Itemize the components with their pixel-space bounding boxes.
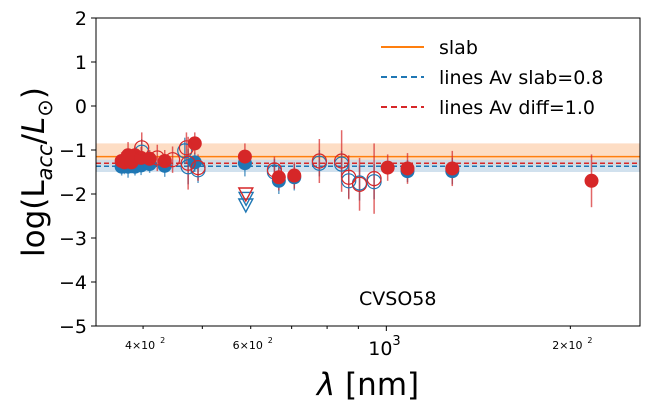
marker-open-1-6 xyxy=(266,162,283,178)
bands-layer xyxy=(96,143,640,172)
marker-filled-1-10 xyxy=(271,170,286,185)
markers-layer xyxy=(114,136,599,214)
marker-open-1-0 xyxy=(134,140,150,156)
marker-open-1-3 xyxy=(178,140,195,156)
plot-frame xyxy=(95,17,641,327)
marker-filled-1-9 xyxy=(237,149,252,164)
legend-label-1: lines Av slab=0.8 xyxy=(439,67,603,89)
x-minor-tick-label-2: 2×10 xyxy=(552,339,582,352)
x-major-tick-label-0: 10 xyxy=(368,338,392,360)
marker-filled-1-14 xyxy=(445,161,460,176)
marker-filled-1-8 xyxy=(187,136,202,151)
x-axis-label-unit: [nm] xyxy=(335,367,419,403)
y-axis-label: log(Lacc/L⊙) xyxy=(16,87,57,257)
upper-limit-0-1 xyxy=(237,191,255,207)
marker-open-1-8 xyxy=(334,153,350,169)
marker-open-0-2 xyxy=(180,159,196,175)
marker-open-1-10 xyxy=(351,176,368,192)
y-tick-label-2: 0 xyxy=(75,96,87,118)
y-axis-ticks: 2 1 0 −1 −2 −3 −4 −5 xyxy=(59,8,96,338)
annotation-label: CVSO58 xyxy=(359,288,436,310)
marker-open-1-5 xyxy=(190,160,206,176)
y-tick-label-6: −4 xyxy=(59,272,87,294)
upper-limit-0-0 xyxy=(237,198,254,214)
x-axis-label: λ [nm] xyxy=(315,367,419,403)
y-tick-label-0: 2 xyxy=(75,8,87,30)
marker-open-0-6 xyxy=(334,156,350,172)
upper-limit-1-0 xyxy=(237,187,254,203)
marker-open-1-11 xyxy=(366,171,382,187)
legend: slab lines Av slab=0.8 lines Av diff=1.0 xyxy=(381,37,603,119)
x-axis-label-symbol: λ xyxy=(315,367,335,403)
marker-filled-1-6 xyxy=(142,151,157,166)
x-minor-tick-exp-1: 2 xyxy=(268,336,273,345)
marker-open-1-9 xyxy=(341,169,357,185)
marker-filled-1-13 xyxy=(400,161,415,176)
x-minor-tick-label-0: 4×10 xyxy=(125,339,155,352)
marker-filled-1-11 xyxy=(287,168,302,183)
x-minor-tick-label-1: 6×10 xyxy=(233,339,263,352)
y-tick-label-1: 1 xyxy=(75,52,87,74)
y-tick-label-4: −2 xyxy=(59,184,87,206)
marker-open-0-1 xyxy=(177,143,193,159)
legend-label-2: lines Av diff=1.0 xyxy=(439,97,595,119)
marker-open-1-2 xyxy=(164,152,181,168)
marker-filled-1-12 xyxy=(380,160,395,175)
x-minor-tick-exp-2: 2 xyxy=(587,336,592,345)
marker-open-1-1 xyxy=(149,150,165,166)
legend-label-0: slab xyxy=(439,37,478,59)
marker-open-1-4 xyxy=(180,155,196,171)
x-axis-ticks: 10 3 4×10 2 6×10 2 2×10 2 xyxy=(125,326,592,360)
marker-filled-1-15 xyxy=(584,173,599,188)
marker-open-0-7 xyxy=(341,173,357,189)
y-tick-label-5: −3 xyxy=(59,228,87,250)
x-major-tick-exp-0: 3 xyxy=(392,334,400,349)
marker-open-1-7 xyxy=(311,153,327,169)
y-tick-label-3: −1 xyxy=(59,140,87,162)
x-minor-tick-exp-0: 2 xyxy=(160,336,165,345)
marker-open-0-9 xyxy=(366,174,382,190)
y-tick-label-7: −5 xyxy=(59,316,87,338)
